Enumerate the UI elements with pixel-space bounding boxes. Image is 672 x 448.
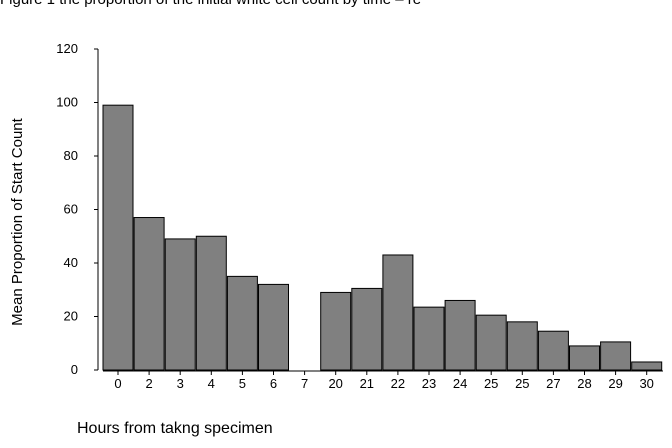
x-axis-label: Hours from takng specimen bbox=[77, 420, 273, 437]
x-tick-label: 4 bbox=[208, 376, 215, 391]
x-tick-label: 5 bbox=[239, 376, 246, 391]
x-tick-label: 3 bbox=[177, 376, 184, 391]
x-tick-label: 28 bbox=[577, 376, 591, 391]
bar bbox=[569, 345, 600, 371]
x-tick-label: 27 bbox=[546, 376, 560, 391]
y-tick-label: 120 bbox=[56, 41, 78, 56]
y-tick-label: 100 bbox=[56, 95, 78, 110]
y-axis-label: Mean Proportion of Start Count bbox=[9, 117, 26, 325]
x-axis: 0 2 3 4 5 6 7 20 21 22 23 24 25 25 27 28 29 30 bbox=[103, 370, 663, 391]
bar bbox=[475, 314, 507, 371]
y-tick-label: 0 bbox=[71, 362, 78, 377]
x-tick-label: 29 bbox=[608, 376, 622, 391]
bar bbox=[600, 341, 632, 371]
x-tick-label: 30 bbox=[639, 376, 653, 391]
bar bbox=[382, 254, 414, 371]
x-tick-label: 22 bbox=[391, 376, 405, 391]
bar bbox=[631, 361, 663, 371]
bar bbox=[506, 321, 538, 371]
x-tick-label: 6 bbox=[270, 376, 277, 391]
y-tick-label: 60 bbox=[64, 202, 78, 217]
bar bbox=[320, 291, 352, 371]
y-tick-label: 20 bbox=[64, 309, 78, 324]
bar bbox=[133, 217, 165, 371]
bar bbox=[164, 238, 196, 371]
x-tick-label: 25 bbox=[515, 376, 529, 391]
bar bbox=[413, 306, 445, 371]
bars bbox=[102, 104, 663, 371]
bar bbox=[226, 275, 258, 371]
bar bbox=[195, 235, 227, 371]
y-tick-label: 80 bbox=[64, 148, 78, 163]
x-tick-label: 0 bbox=[114, 376, 121, 391]
bar bbox=[537, 330, 569, 371]
bar bbox=[351, 287, 383, 371]
x-tick-label: 2 bbox=[145, 376, 152, 391]
bar bbox=[444, 299, 476, 371]
x-tick-label: 7 bbox=[301, 376, 308, 391]
x-tick-label: 24 bbox=[453, 376, 467, 391]
bar bbox=[102, 104, 134, 371]
x-tick-label: 25 bbox=[484, 376, 498, 391]
y-tick-label: 40 bbox=[64, 255, 78, 270]
figure-caption: Figure 1 the proportion of the initial w… bbox=[0, 0, 421, 8]
y-axis: 0 20 40 60 80 100 120 bbox=[56, 41, 99, 377]
bar bbox=[258, 283, 289, 371]
x-tick-label: 23 bbox=[422, 376, 436, 391]
x-tick-label: 21 bbox=[360, 376, 374, 391]
x-tick-label: 20 bbox=[328, 376, 342, 391]
